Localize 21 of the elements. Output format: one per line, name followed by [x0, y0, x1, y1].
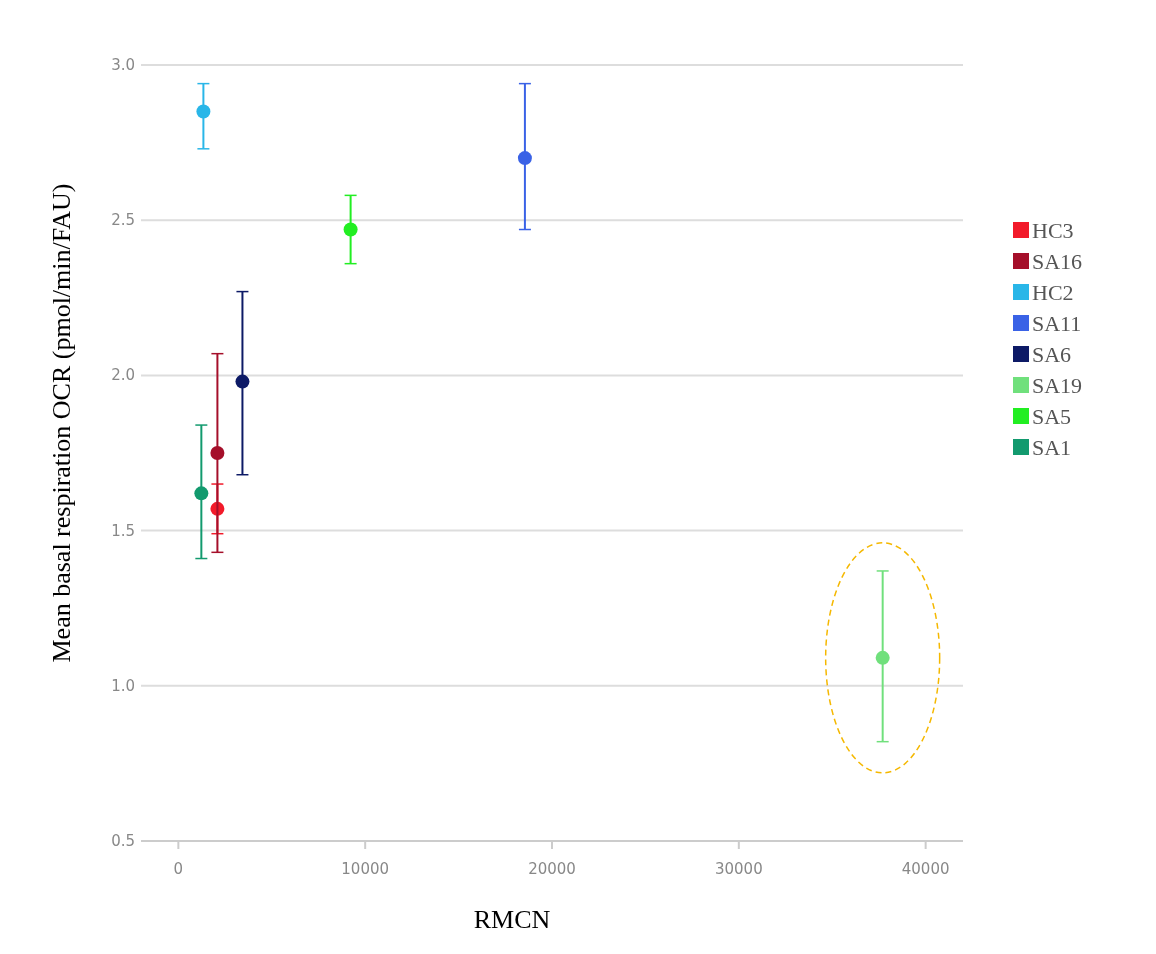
y-axis-title: Mean basal respiration OCR (pmol/min/FAU)	[47, 183, 76, 663]
legend-label: SA19	[1032, 373, 1083, 398]
y-tick-label: 2.0	[111, 366, 135, 385]
x-axis-title: RMCN	[473, 905, 551, 934]
x-tick-label: 40000	[901, 860, 950, 878]
x-tick-label: 20000	[528, 860, 576, 878]
legend-label: HC3	[1032, 218, 1074, 243]
y-tick-label: 0.5	[111, 832, 135, 850]
x-tick-label: 30000	[714, 860, 763, 878]
y-tick-label: 1.0	[111, 676, 135, 695]
legend-label: SA11	[1032, 311, 1082, 336]
legend-label: SA6	[1032, 342, 1072, 367]
y-tick-label: 1.5	[111, 521, 135, 540]
y-tick-label: 2.5	[111, 211, 135, 230]
legend-label: SA5	[1032, 404, 1072, 429]
legend-label: SA16	[1032, 249, 1083, 274]
x-tick-label: 10000	[341, 860, 390, 878]
legend-label: SA1	[1032, 435, 1072, 460]
legend-label: HC2	[1032, 280, 1074, 305]
x-tick-label: 0	[173, 860, 184, 878]
y-tick-label: 3.0	[111, 56, 135, 74]
